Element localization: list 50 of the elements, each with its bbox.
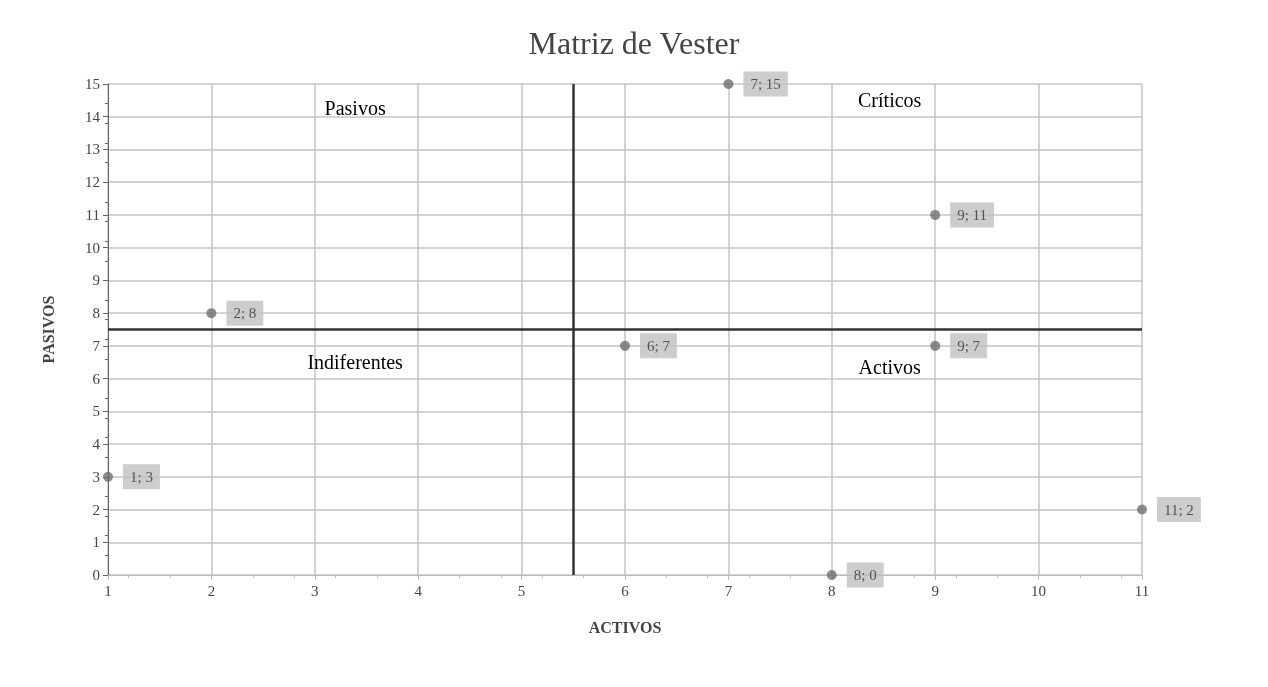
chart-title: Matriz de Vester bbox=[528, 25, 740, 61]
y-tick-label: 11 bbox=[85, 206, 100, 223]
y-tick-label: 12 bbox=[85, 174, 100, 191]
y-tick-label: 7 bbox=[92, 337, 101, 354]
annotation: Pasivos bbox=[324, 97, 386, 120]
y-tick-label: 13 bbox=[85, 141, 100, 158]
y-tick-label: 10 bbox=[85, 239, 100, 256]
y-tick-label: 0 bbox=[92, 567, 100, 583]
point bbox=[103, 471, 113, 482]
y-tick-label: 3 bbox=[92, 468, 100, 485]
data-label: 2; 8 bbox=[233, 305, 257, 322]
point bbox=[723, 79, 734, 89]
y-tick-label: 4 bbox=[92, 436, 101, 453]
x-tick-label: 11 bbox=[1134, 582, 1150, 599]
x-tick-label: 4 bbox=[414, 582, 423, 599]
y-tick-label: 1 bbox=[92, 534, 100, 551]
point bbox=[826, 570, 837, 580]
data-label: 11; 2 bbox=[1164, 501, 1194, 518]
point bbox=[930, 340, 941, 351]
y-tick-label: 14 bbox=[85, 108, 101, 125]
data-label: 1; 3 bbox=[130, 468, 153, 485]
x-tick-label: 6 bbox=[621, 582, 630, 599]
data-label: 8; 0 bbox=[853, 567, 877, 583]
y-tick-label: 9 bbox=[92, 272, 100, 289]
point bbox=[620, 340, 630, 351]
x-tick-label: 3 bbox=[311, 582, 319, 599]
annotation: Activos bbox=[858, 355, 922, 378]
data-label: 9; 11 bbox=[957, 206, 988, 223]
x-tick-label: 1 bbox=[104, 582, 112, 599]
x-tick-label: 10 bbox=[1031, 582, 1047, 599]
annotation: Indiferentes bbox=[307, 350, 404, 373]
point bbox=[930, 209, 941, 220]
x-tick-label: 9 bbox=[931, 582, 939, 599]
y-tick-label: 8 bbox=[92, 305, 100, 322]
annotation: Críticos bbox=[858, 89, 922, 112]
data-label: 9; 7 bbox=[957, 337, 981, 354]
y-tick-label: 5 bbox=[92, 403, 100, 420]
data-label: 6; 7 bbox=[647, 337, 671, 354]
y-tick-label: 15 bbox=[85, 76, 100, 92]
x-tick-label: 7 bbox=[724, 582, 733, 599]
x-tick-label: 5 bbox=[517, 582, 526, 599]
x-tick-label: 8 bbox=[828, 582, 836, 599]
x-tick-label: 2 bbox=[207, 582, 216, 599]
y-axis-title: PASIVOS bbox=[39, 295, 57, 364]
point bbox=[206, 308, 217, 319]
x-axis-title: ACTIVOS bbox=[588, 618, 662, 636]
y-tick-label: 6 bbox=[92, 370, 101, 387]
data-label: 7; 15 bbox=[750, 76, 781, 92]
y-tick-label: 2 bbox=[92, 501, 100, 518]
point bbox=[1137, 504, 1147, 515]
